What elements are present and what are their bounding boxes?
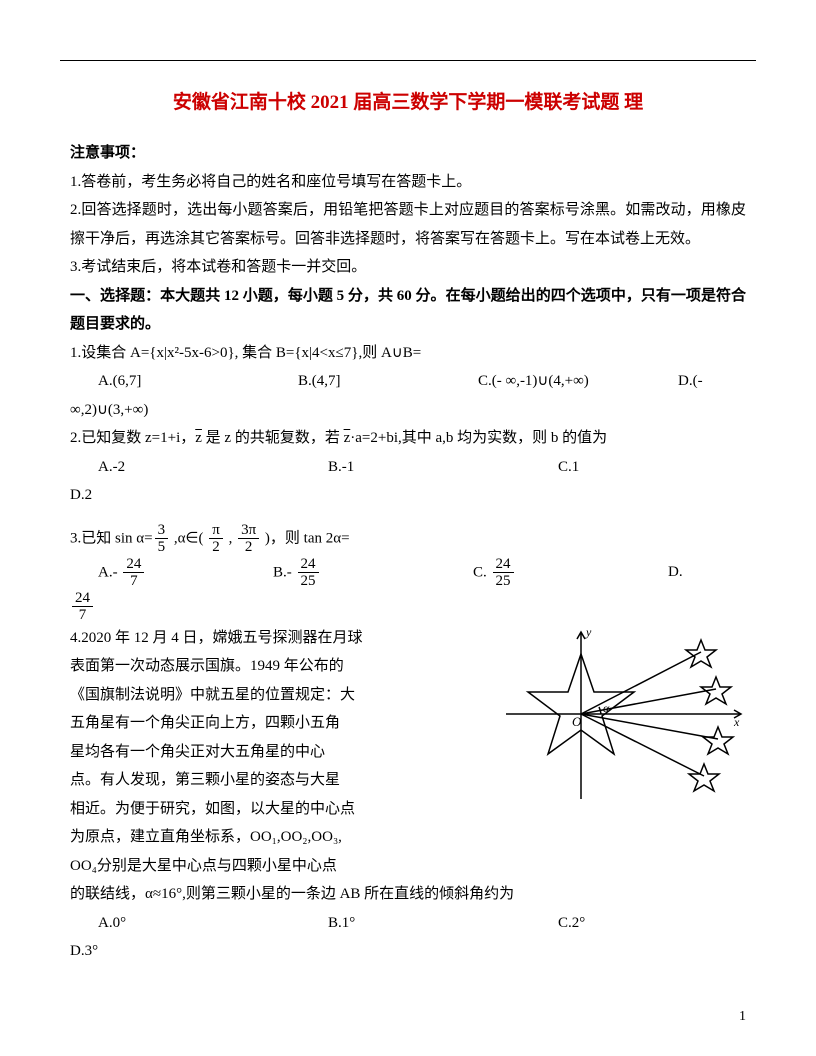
q1-option-d-cont: ∞,2)∪(3,+∞) <box>70 396 746 425</box>
q1-stem: 1.设集合 A={x|x²-5x-6>0}, 集合 B={x|4<x≤7},则 … <box>70 339 746 368</box>
q1-option-b: B.(4,7] <box>298 367 478 396</box>
q3-stem-pre: 3.已知 sin α= <box>70 530 153 546</box>
q2-stem-pre: 2.已知复数 z=1+i， <box>70 430 195 446</box>
q2-option-a: A.-2 <box>98 453 328 482</box>
page-number: 1 <box>739 1004 746 1031</box>
q3-d-num: 24 <box>72 590 93 608</box>
q3-option-a: A.- 247 <box>98 556 273 590</box>
q3-stem: 3.已知 sin α=35 ,α∈( π2 , 3π2 )，则 tan 2α= <box>70 522 746 556</box>
notice-heading: 注意事项： <box>70 139 746 168</box>
q2-stem-post: ·a=2+bi,其中 a,b 均为实数，则 b 的值为 <box>350 430 607 446</box>
q2-zbar-1: z <box>195 424 202 453</box>
q4-option-d: D.3° <box>70 937 746 966</box>
notice-2: 2.回答选择题时，选出每小题答案后，用铅笔把答题卡上对应题目的答案标号涂黑。如需… <box>70 196 746 253</box>
q4-l1: 4.2020 年 12 月 4 日，嫦娥五号探测器在月球 <box>70 624 506 653</box>
q3-a-den: 7 <box>123 573 144 590</box>
q4-l3: 《国旗制法说明》中就五星的位置规定：大 <box>70 681 506 710</box>
q4-figure: O α y x <box>506 624 746 804</box>
q1-option-c: C.(- ∞,-1)∪(4,+∞) <box>478 367 678 396</box>
document-title: 安徽省江南十校 2021 届高三数学下学期一模联考试题 理 <box>70 85 746 121</box>
page-top-rule <box>60 60 756 61</box>
star-diagram-icon: O α y x <box>506 624 746 804</box>
q3-stem-mid1: ,α∈( <box>170 530 207 546</box>
q1-option-d: D.(- <box>678 367 738 396</box>
q2-stem: 2.已知复数 z=1+i，z 是 z 的共轭复数，若 z·a=2+bi,其中 a… <box>70 424 746 453</box>
q4-option-b: B.1° <box>328 909 558 938</box>
q4-l5: 星均各有一个角尖正对大五角星的中心 <box>70 738 506 767</box>
q3-frac1-num: 3 <box>155 522 169 540</box>
q4-l9: OO₄分别是大星中心点与四颗小星中心点 <box>70 852 746 881</box>
q3-a-frac: 247 <box>123 556 144 590</box>
q3-options: A.- 247 B.- 2425 C. 2425 D. <box>70 556 746 590</box>
q3-b-frac: 2425 <box>298 556 319 590</box>
q3-d-frac: 247 <box>72 590 93 624</box>
section-1-heading: 一、选择题：本大题共 12 小题，每小题 5 分，共 60 分。在每小题给出的四… <box>70 282 746 339</box>
q3-c-pre: C. <box>473 564 491 580</box>
notice-3: 3.考试结束后，将本试卷和答题卡一并交回。 <box>70 253 746 282</box>
q2-option-b: B.-1 <box>328 453 558 482</box>
q3-frac3-num: 3π <box>238 522 259 540</box>
q3-frac-3: 3π2 <box>238 522 259 556</box>
spacer <box>70 510 746 522</box>
q4-option-c: C.2° <box>558 909 728 938</box>
q4-l8: 为原点，建立直角坐标系，OO₁,OO₂,OO₃, <box>70 823 746 852</box>
q3-frac2-num: π <box>209 522 223 540</box>
q3-b-pre: B.- <box>273 564 296 580</box>
q2-options: A.-2 B.-1 C.1 <box>70 453 746 482</box>
q4-l10: 的联结线，α≈16°,则第三颗小星的一条边 AB 所在直线的倾斜角约为 <box>70 880 746 909</box>
q3-option-b: B.- 2425 <box>273 556 473 590</box>
q1-option-a: A.(6,7] <box>98 367 298 396</box>
q3-c-den: 25 <box>493 573 514 590</box>
notice-1: 1.答卷前，考生务必将自己的姓名和座位号填写在答题卡上。 <box>70 168 746 197</box>
x-axis-label: x <box>733 715 740 729</box>
q3-frac-1: 35 <box>155 522 169 556</box>
q4-l7: 相近。为便于研究，如图，以大星的中心点 <box>70 795 506 824</box>
q3-b-num: 24 <box>298 556 319 574</box>
q2-option-c: C.1 <box>558 453 728 482</box>
q3-b-den: 25 <box>298 573 319 590</box>
q4-options: A.0° B.1° C.2° <box>70 909 746 938</box>
y-axis-label: y <box>585 625 592 639</box>
q3-a-num: 24 <box>123 556 144 574</box>
q3-frac3-den: 2 <box>238 539 259 556</box>
q3-stem-post: )，则 tan 2α= <box>261 530 349 546</box>
q3-c-num: 24 <box>493 556 514 574</box>
q4-l2: 表面第一次动态展示国旗。1949 年公布的 <box>70 652 506 681</box>
q1-options: A.(6,7] B.(4,7] C.(- ∞,-1)∪(4,+∞) D.(- <box>70 367 746 396</box>
q4-wrap: 4.2020 年 12 月 4 日，嫦娥五号探测器在月球 表面第一次动态展示国旗… <box>70 624 746 824</box>
q3-frac2-den: 2 <box>209 539 223 556</box>
q3-stem-mid2: , <box>225 530 236 546</box>
q3-c-frac: 2425 <box>493 556 514 590</box>
alpha-label: α <box>603 701 610 715</box>
q4-l4: 五角星有一个角尖正向上方，四颗小五角 <box>70 709 506 738</box>
q3-d-den: 7 <box>72 607 93 624</box>
q3-frac1-den: 5 <box>155 539 169 556</box>
q4-text: 4.2020 年 12 月 4 日，嫦娥五号探测器在月球 表面第一次动态展示国旗… <box>70 624 506 824</box>
q3-a-pre: A.- <box>98 564 121 580</box>
q4-l6: 点。有人发现，第三颗小星的姿态与大星 <box>70 766 506 795</box>
q3-option-d-frac: 247 <box>70 590 746 624</box>
q2-stem-mid: 是 z 的共轭复数，若 <box>202 430 344 446</box>
q3-option-d-label: D. <box>668 558 698 587</box>
q2-option-d: D.2 <box>70 481 746 510</box>
q3-frac-2: π2 <box>209 522 223 556</box>
origin-label: O <box>572 714 582 729</box>
q4-option-a: A.0° <box>98 909 328 938</box>
q3-option-c: C. 2425 <box>473 556 668 590</box>
